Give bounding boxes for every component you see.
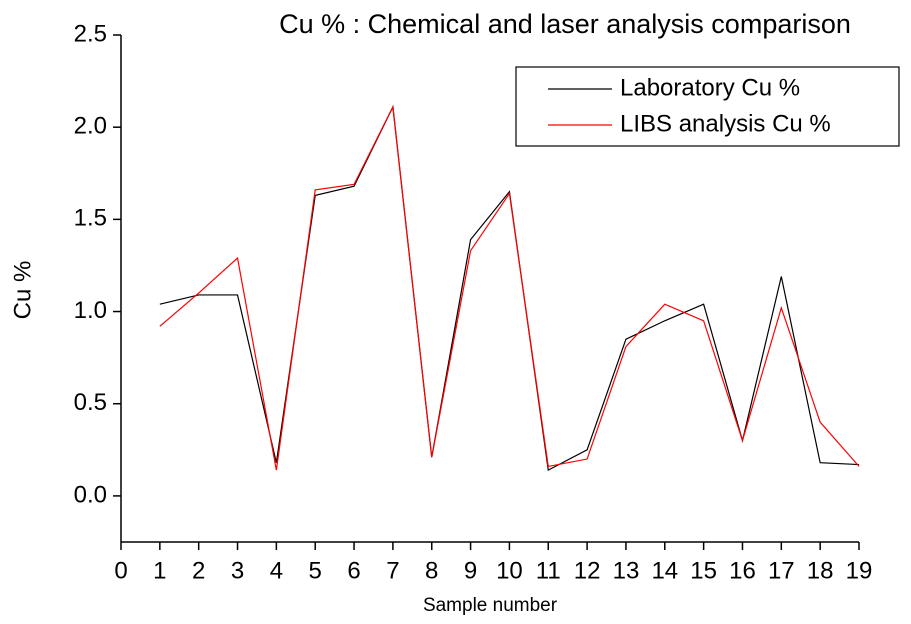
x-tick-label: 12 (574, 557, 601, 584)
x-tick-label: 0 (114, 557, 127, 584)
x-tick-label: 6 (347, 557, 360, 584)
x-tick-label: 3 (231, 557, 244, 584)
x-tick-label: 2 (192, 557, 205, 584)
x-tick-label: 19 (846, 557, 873, 584)
x-tick-label: 7 (386, 557, 399, 584)
x-tick-label: 4 (270, 557, 283, 584)
x-tick-label: 17 (768, 557, 795, 584)
chart-title: Cu % : Chemical and laser analysis compa… (279, 9, 851, 39)
line-series (159, 104, 860, 472)
x-tick-label: 13 (613, 557, 640, 584)
x-tick-label: 14 (651, 557, 678, 584)
y-tick-label: 1.5 (74, 205, 107, 232)
x-tick-label: 16 (729, 557, 756, 584)
x-tick-label: 5 (309, 557, 322, 584)
x-tick-label: 18 (807, 557, 834, 584)
x-tick-label: 1 (153, 557, 166, 584)
x-tick-label: 8 (425, 557, 438, 584)
line-series (159, 104, 860, 471)
y-tick-label: 2.0 (74, 113, 107, 140)
legend-box (515, 66, 900, 147)
x-tick-label: 9 (464, 557, 477, 584)
x-tick-label: 10 (496, 557, 523, 584)
y-tick-label: 0.0 (74, 481, 107, 508)
x-tick-label: 15 (690, 557, 717, 584)
y-tick-label: 2.5 (74, 20, 107, 47)
legend-label: Laboratory Cu % (620, 74, 800, 101)
x-tick-label: 11 (536, 557, 561, 584)
y-tick-label: 1.0 (74, 297, 107, 324)
y-tick-label: 0.5 (74, 389, 107, 416)
x-axis-label: Sample number (423, 595, 558, 616)
y-axis-label: Cu % (9, 261, 36, 320)
legend-label: LIBS analysis Cu % (620, 110, 831, 137)
